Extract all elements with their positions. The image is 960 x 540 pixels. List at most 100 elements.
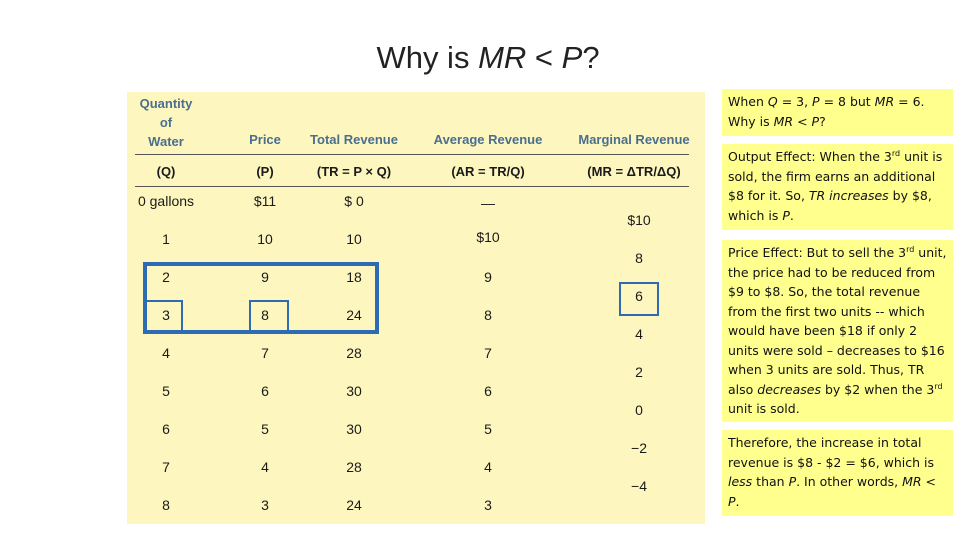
note-italic: P (812, 94, 820, 109)
note-italic: P (782, 207, 790, 223)
title-p: P (561, 40, 583, 75)
symbol-ar: (AR = TR/Q) (451, 164, 525, 179)
highlight-mr6 (619, 282, 659, 316)
table-cell-p: 4 (261, 459, 269, 475)
note-text: Therefore, the increase in total revenue… (728, 435, 935, 470)
highlight-p3 (249, 300, 289, 334)
table-cell-q: 7 (162, 459, 170, 475)
note-text: unit is sold, the firm earns an addition… (728, 149, 943, 203)
table-cell-ar: 6 (484, 383, 492, 399)
note-text: by $2 when the 3 (820, 381, 935, 397)
note-text: unit, the price had to be reduced from $… (728, 245, 947, 397)
note-text: = 8 but (819, 94, 875, 109)
table-cell-ar: $10 (476, 229, 500, 245)
note-sup: rd (906, 244, 915, 254)
marginal-revenue-value: $10 (627, 212, 651, 228)
slide-title: Why is MR < P? (0, 40, 960, 76)
marginal-revenue-value: 6 (635, 288, 643, 304)
marginal-revenue-value: 2 (635, 364, 643, 380)
note-text: Price Effect: But to sell the 3 (728, 245, 907, 260)
table-cell-p: $11 (253, 193, 277, 209)
table-cell-p: 10 (257, 231, 273, 247)
note-italic: MR < P (728, 474, 937, 509)
table-cell-p: 8 (261, 307, 269, 323)
note-text: = 6. Why is (728, 94, 925, 129)
note-sup: rd (891, 148, 901, 158)
header-marginal-revenue: Marginal Revenue (578, 132, 690, 147)
marginal-revenue-value: −2 (631, 440, 647, 456)
table-cell-ar: 7 (484, 345, 492, 361)
header-rule (135, 154, 689, 155)
table-cell-p: 7 (261, 345, 269, 361)
symbol-mr: (MR = ΔTR/ΔQ) (587, 164, 681, 179)
marginal-revenue-value: 0 (635, 402, 643, 418)
note-price-effect: Price Effect: But to sell the 3rd unit, … (722, 240, 953, 422)
highlight-q3 (143, 300, 183, 334)
table-cell-q: 0 gallons (137, 193, 195, 209)
table-cell-tr: 24 (346, 307, 362, 323)
note-italic: Q (767, 94, 778, 109)
note-text: When (728, 94, 768, 109)
table-cell-p: 3 (261, 497, 269, 513)
symbol-tr: (TR = P × Q) (316, 164, 392, 179)
table-cell-q: 8 (162, 497, 170, 513)
note-italic: TR increases (808, 188, 889, 203)
table-cell-tr: 28 (346, 345, 362, 361)
note-text: unit is sold. (728, 401, 800, 416)
header-price: Price (249, 132, 281, 147)
title-part: Why is (376, 40, 479, 75)
note-text: . (789, 207, 794, 223)
symbol-q: (Q) (156, 164, 176, 179)
table-cell-tr: 10 (346, 231, 362, 247)
table-cell-ar: 5 (484, 421, 492, 437)
note-text: = 3, (777, 94, 813, 109)
table-cell-p: 6 (261, 383, 269, 399)
header-average-revenue: Average Revenue (433, 132, 543, 147)
note-text: ? (819, 113, 826, 129)
title-part: < (526, 40, 562, 75)
note-text: . In other words, (796, 474, 903, 489)
note-italic: decreases (757, 381, 821, 397)
header-quantity: Quantity of Water (139, 96, 193, 149)
table-cell-tr: 30 (346, 383, 362, 399)
note-sup: rd (934, 381, 943, 391)
table-cell-tr: 24 (346, 497, 362, 513)
table-cell-tr: $ 0 (344, 193, 364, 209)
table-cell-q: 5 (162, 383, 170, 399)
note-conclusion: Therefore, the increase in total revenue… (722, 430, 953, 516)
table-cell-p: 9 (261, 269, 269, 285)
table-cell-ar: — (481, 195, 495, 211)
note-text: than (752, 474, 789, 489)
note-text: Output Effect: When the 3 (728, 149, 892, 164)
table-cell-ar: 8 (484, 307, 492, 323)
revenue-table: Quantity of Water Price Total Revenue Av… (127, 92, 705, 524)
table-cell-tr: 28 (346, 459, 362, 475)
table-cell-q: 2 (162, 269, 170, 285)
marginal-revenue-value: −4 (631, 478, 647, 494)
marginal-revenue-value: 4 (635, 326, 643, 342)
table-cell-q: 4 (162, 345, 170, 361)
table-cell-p: 5 (261, 421, 269, 437)
note-output-effect: Output Effect: When the 3rd unit is sold… (722, 144, 953, 230)
table-cell-tr: 18 (346, 269, 362, 285)
note-italic: P (811, 113, 820, 129)
symbol-p: (P) (256, 164, 274, 179)
note-italic: MR (874, 94, 895, 109)
table-cell-ar: 4 (484, 459, 492, 475)
marginal-revenue-value: 8 (635, 250, 643, 266)
table-cell-tr: 30 (346, 421, 362, 437)
note-text: . (735, 493, 740, 509)
table-cell-q: 6 (162, 421, 170, 437)
note-italic: MR (773, 113, 794, 129)
table-cell-q: 3 (162, 307, 170, 323)
table-cell-ar: 9 (484, 269, 492, 285)
note-text: by $8, which is (728, 188, 932, 223)
symbol-rule (135, 186, 689, 187)
table-cell-ar: 3 (484, 497, 492, 513)
note-italic: less (728, 474, 753, 489)
note-text: < (793, 113, 812, 129)
table-cell-q: 1 (162, 231, 170, 247)
note-italic: P (788, 474, 797, 489)
title-part: ? (582, 40, 600, 75)
note-question: When Q = 3, P = 8 but MR = 6. Why is MR … (722, 89, 953, 136)
